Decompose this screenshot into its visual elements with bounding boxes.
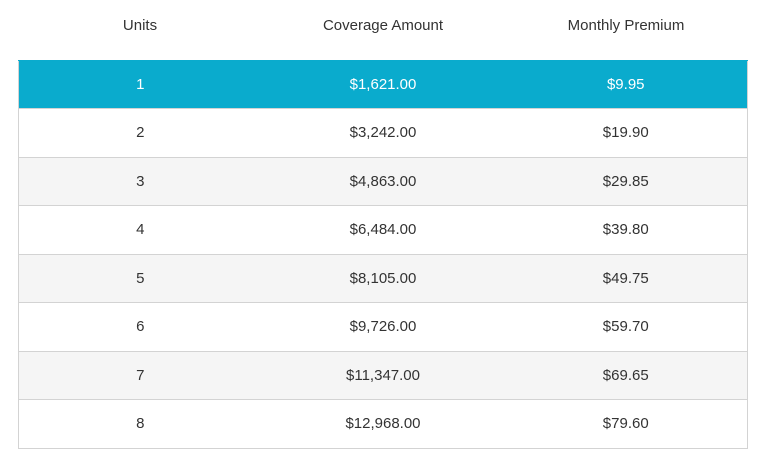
table-cell: 3 bbox=[18, 156, 262, 206]
table-cell: $19.90 bbox=[504, 108, 748, 157]
premium-table: Units Coverage Amount Monthly Premium 1 $1,… bbox=[18, 0, 748, 449]
table-cell: $11,347.00 bbox=[261, 350, 505, 400]
table-cell: 6 bbox=[18, 302, 262, 351]
table-cell: 8 bbox=[18, 399, 262, 449]
table-head: Units Coverage Amount Monthly Premium bbox=[19, 0, 748, 60]
table-cell: $4,863.00 bbox=[261, 156, 505, 206]
table-cell: $3,242.00 bbox=[261, 108, 505, 157]
table-cell: 4 bbox=[18, 205, 262, 254]
table-cell: $9,726.00 bbox=[261, 302, 505, 351]
table-row[interactable]: 8 $12,968.00 $79.60 bbox=[18, 399, 748, 449]
table-row[interactable]: 4 $6,484.00 $39.80 bbox=[18, 205, 748, 254]
table-cell: $49.75 bbox=[504, 253, 748, 303]
table-row[interactable]: 2 $3,242.00 $19.90 bbox=[18, 108, 748, 157]
table-cell: $12,968.00 bbox=[261, 399, 505, 449]
table-cell: 7 bbox=[18, 350, 262, 400]
table-cell: $39.80 bbox=[504, 205, 748, 254]
table-row[interactable]: 1 $1,621.00 $9.95 bbox=[18, 59, 748, 109]
table-cell: $59.70 bbox=[504, 302, 748, 351]
table-cell: $8,105.00 bbox=[261, 253, 505, 303]
table-row[interactable]: 7 $11,347.00 $69.65 bbox=[18, 350, 748, 400]
table-cell: 1 bbox=[18, 59, 262, 109]
table-cell: $69.65 bbox=[504, 350, 748, 400]
table-cell: $9.95 bbox=[504, 59, 748, 109]
header-row: Units Coverage Amount Monthly Premium bbox=[19, 0, 748, 60]
table-cell: $79.60 bbox=[504, 399, 748, 449]
column-header: Coverage Amount bbox=[322, 17, 444, 35]
table-row[interactable]: 6 $9,726.00 $59.70 bbox=[18, 302, 748, 351]
table-container: Units Coverage Amount Monthly Premium 1 $1,… bbox=[18, 0, 748, 449]
table-body: 1 $1,621.00 $9.95 2 $3,242.00 $19.90 3 $4,863.0… bbox=[18, 59, 748, 449]
table-cell: $6,484.00 bbox=[261, 205, 505, 254]
table-cell: $1,621.00 bbox=[261, 59, 505, 109]
table-cell: 5 bbox=[18, 253, 262, 303]
table-cell: 2 bbox=[18, 108, 262, 157]
column-header: Monthly Premium bbox=[567, 17, 685, 35]
table-cell: $29.85 bbox=[504, 156, 748, 206]
table-row[interactable]: 3 $4,863.00 $29.85 bbox=[18, 156, 748, 206]
table-row[interactable]: 5 $8,105.00 $49.75 bbox=[18, 253, 748, 303]
column-header: Units bbox=[122, 17, 158, 35]
